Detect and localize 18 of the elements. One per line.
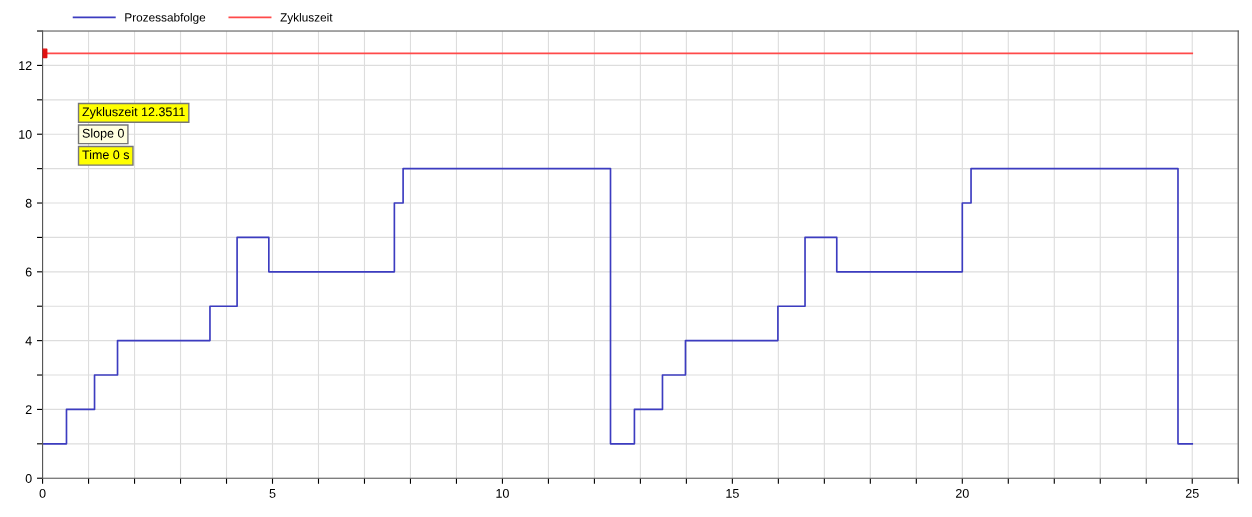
x-tick-label: 15	[726, 489, 739, 498]
y-tick-label: 8	[25, 198, 32, 208]
y-tick-label: 2	[25, 405, 32, 414]
annotation: Time 0 s	[82, 149, 130, 160]
legend-label: Zykluszeit	[280, 12, 333, 24]
x-tick-label: 5	[269, 489, 276, 498]
y-tick-label: 0	[25, 474, 32, 483]
y-tick-label: 4	[25, 336, 32, 346]
legend-label: Prozessabfolge	[125, 12, 206, 24]
x-tick-label: 10	[496, 488, 509, 498]
x-tick-label: 25	[1185, 488, 1199, 498]
x-tick-label: 0	[39, 488, 46, 498]
x-tick-label: 20	[955, 488, 969, 498]
annotation: Zykluszeit 12.3511	[82, 107, 185, 119]
y-tick-label: 6	[25, 267, 32, 277]
y-tick-label: 10	[19, 130, 32, 139]
y-tick-label: 12	[19, 61, 32, 70]
annotation: Slope 0	[82, 128, 124, 141]
